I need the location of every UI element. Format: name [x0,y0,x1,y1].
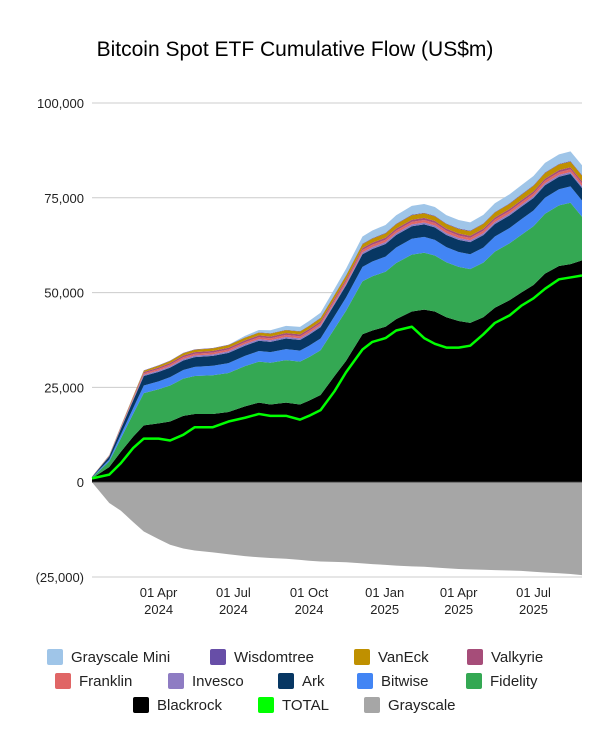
y-tick-label: 50,000 [44,286,84,301]
legend-item[interactable]: Grayscale [364,697,456,714]
legend-item[interactable]: Valkyrie [467,649,543,666]
legend-swatch [258,697,274,713]
total-line-layer [91,274,583,480]
legend-swatch [354,649,370,665]
legend-label: Grayscale Mini [71,649,170,666]
legend-item[interactable]: Invesco [168,673,244,690]
legend-item[interactable]: Blackrock [133,697,223,714]
y-tick-label: 75,000 [44,191,84,206]
x-tick-label: 01 Jul [516,585,551,600]
legend-item[interactable]: Ark [278,673,325,690]
legend-item[interactable]: Grayscale Mini [47,649,170,666]
area-grayscale [92,482,582,576]
legend-item[interactable]: VanEck [354,649,429,666]
x-tick-label: 01 Jul [216,585,251,600]
legend-label: Bitwise [381,673,429,690]
legend-label: Grayscale [388,697,456,714]
x-tick-year: 2024 [219,602,248,617]
x-tick-year: 2025 [370,602,399,617]
legend-item[interactable]: Franklin [55,673,132,690]
area-bitwise [92,186,582,478]
legend-swatch [55,673,71,689]
chart-title: Bitcoin Spot ETF Cumulative Flow (US$m) [97,38,494,61]
legend-swatch [47,649,63,665]
legend-swatch [364,697,380,713]
total-line [91,274,583,480]
legend-swatch [133,697,149,713]
legend-swatch [466,673,482,689]
legend-item[interactable]: Bitwise [357,673,429,690]
legend-label: Franklin [79,673,132,690]
legend-swatch [210,649,226,665]
legend-swatch [357,673,373,689]
y-tick-label: (25,000) [36,570,84,585]
legend-label: Blackrock [157,697,223,714]
legend-label: Invesco [192,673,244,690]
legend-label: Valkyrie [491,649,543,666]
area-ark [92,173,582,478]
area-fidelity [92,202,582,479]
legend-item[interactable]: Wisdomtree [210,649,314,666]
x-tick-label: 01 Apr [140,585,178,600]
x-tick-year: 2025 [444,602,473,617]
y-tick-label: 100,000 [37,96,84,111]
axes: 100,000 75,000 50,000 25,000 0 (25,000) 01 Apr… [36,96,582,617]
area-grayscale-mini [92,151,582,477]
legend: Grayscale Mini Wisdomtree VanEck Valkyrie Fr… [47,649,543,714]
legend-label: Fidelity [490,673,538,690]
y-tick-label: 25,000 [44,380,84,395]
legend-label: VanEck [378,649,429,666]
x-tick-year: 2024 [144,602,173,617]
y-tick-label: 0 [77,475,84,490]
legend-swatch [168,673,184,689]
x-tick-year: 2025 [519,602,548,617]
x-tick-year: 2024 [295,602,324,617]
legend-swatch [278,673,294,689]
legend-item[interactable]: Fidelity [466,673,538,690]
area-series [92,151,582,576]
x-tick-label: 01 Apr [440,585,478,600]
legend-label: Wisdomtree [234,649,314,666]
x-tick-label: 01 Jan [365,585,404,600]
legend-label: TOTAL [282,697,329,714]
legend-label: Ark [302,673,325,690]
x-tick-label: 01 Oct [290,585,329,600]
legend-swatch [467,649,483,665]
legend-item[interactable]: TOTAL [258,697,329,714]
